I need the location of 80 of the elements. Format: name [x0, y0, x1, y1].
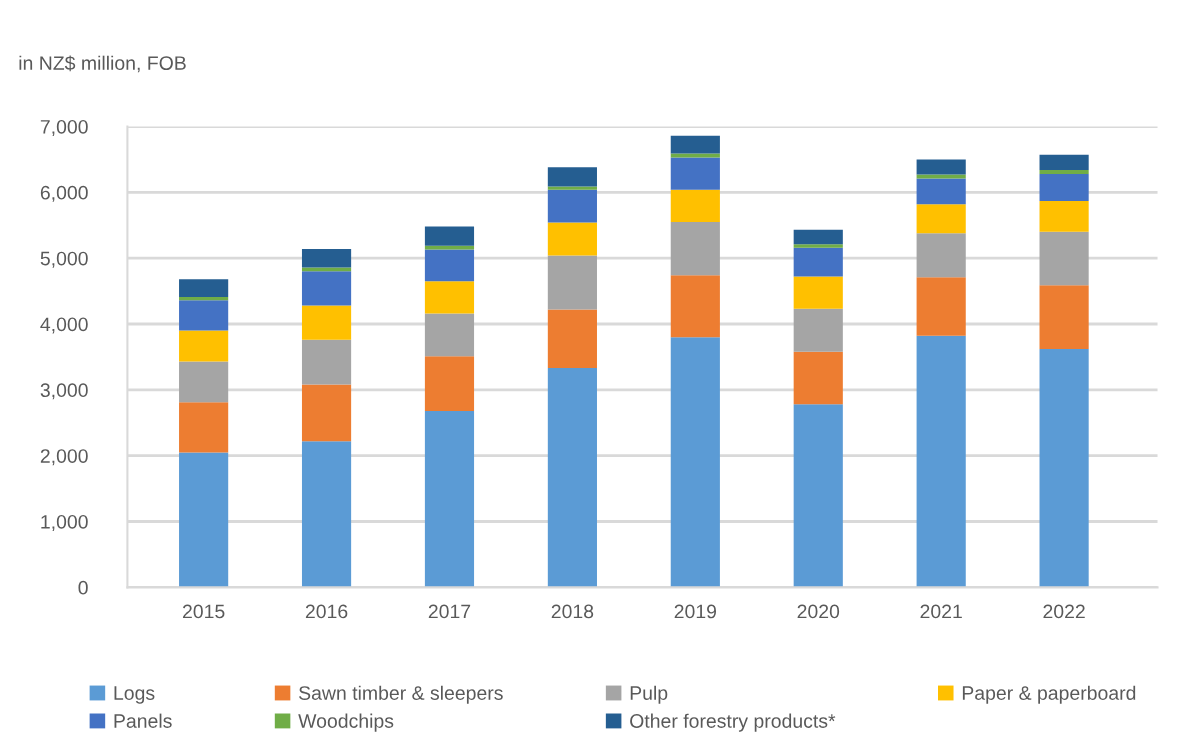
- bar: [547, 186, 597, 190]
- bar: [916, 277, 966, 336]
- bar: [179, 402, 229, 453]
- bar: [424, 356, 475, 411]
- bar: [424, 226, 475, 246]
- x-tick-label: 2015: [182, 604, 225, 619]
- bar: [547, 167, 597, 187]
- bar: [301, 267, 352, 272]
- bar: [179, 300, 229, 331]
- x-tick-label: 2019: [674, 604, 717, 619]
- bar: [301, 305, 352, 340]
- y-axis-title: in NZ$ million, FOB: [19, 55, 186, 73]
- bar: [670, 189, 720, 222]
- bar: [916, 335, 966, 588]
- bar: [793, 404, 843, 588]
- y-tick-label: 5,000: [40, 251, 88, 268]
- bar: [916, 178, 966, 205]
- bar: [179, 297, 229, 301]
- bar: [670, 153, 720, 158]
- y-tick-label: 1,000: [41, 514, 88, 532]
- bar: [547, 189, 597, 223]
- legend-label: Logs: [114, 686, 155, 704]
- bar: [424, 313, 475, 357]
- bar: [301, 248, 352, 268]
- x-tick-label: 2018: [551, 604, 594, 619]
- bar: [1039, 154, 1089, 170]
- bar: [916, 159, 966, 175]
- bar: [179, 330, 229, 362]
- bar: [793, 229, 843, 245]
- bar: [424, 249, 475, 282]
- bar: [179, 361, 229, 403]
- bar: [301, 339, 352, 385]
- bar: [424, 281, 475, 314]
- bar: [179, 452, 229, 588]
- legend-label: Paper & paperboard: [962, 685, 1136, 704]
- legend-label: Sawn timber & sleepers: [299, 685, 503, 704]
- bar: [916, 233, 966, 278]
- bar: [301, 384, 352, 442]
- y-tick-label: 0: [78, 580, 88, 595]
- legend-label: Pulp: [630, 685, 668, 704]
- bar: [1039, 173, 1089, 201]
- bar: [1039, 231, 1089, 286]
- bar: [301, 271, 352, 306]
- bar: [1039, 169, 1089, 174]
- bar: [424, 245, 475, 250]
- bar: [916, 174, 966, 179]
- bar: [179, 279, 229, 298]
- bar: [670, 221, 720, 276]
- bar: [547, 222, 597, 256]
- legend-label: Woodchips: [298, 713, 394, 732]
- bar: [793, 308, 843, 352]
- y-tick-label: 7,000: [40, 119, 88, 137]
- bar: [793, 351, 843, 405]
- bar: [547, 309, 597, 369]
- bar: [793, 244, 843, 248]
- x-tick-label: 2022: [1043, 604, 1085, 619]
- bar: [301, 441, 352, 588]
- bar: [670, 337, 720, 588]
- legend-label: Other forestry products*: [630, 713, 836, 732]
- legend-label: Panels: [114, 713, 172, 728]
- x-tick-label: 2016: [305, 604, 348, 619]
- bar: [1039, 200, 1089, 232]
- bar: [670, 157, 720, 190]
- y-tick-label: 4,000: [40, 317, 88, 334]
- x-tick-label: 2017: [428, 604, 471, 619]
- bar: [916, 204, 966, 234]
- y-tick-label: 6,000: [40, 185, 88, 202]
- bar: [547, 255, 597, 310]
- bar: [793, 247, 843, 277]
- y-tick-label: 3,000: [40, 383, 88, 400]
- bar: [424, 410, 475, 588]
- bar: [547, 368, 597, 588]
- bar: [793, 276, 843, 309]
- y-tick-label: 2,000: [40, 449, 88, 466]
- bar: [670, 275, 720, 338]
- bar: [670, 135, 720, 154]
- x-tick-label: 2020: [797, 604, 840, 619]
- bar: [1039, 285, 1089, 350]
- x-tick-label: 2021: [920, 604, 962, 619]
- bar: [1039, 349, 1089, 588]
